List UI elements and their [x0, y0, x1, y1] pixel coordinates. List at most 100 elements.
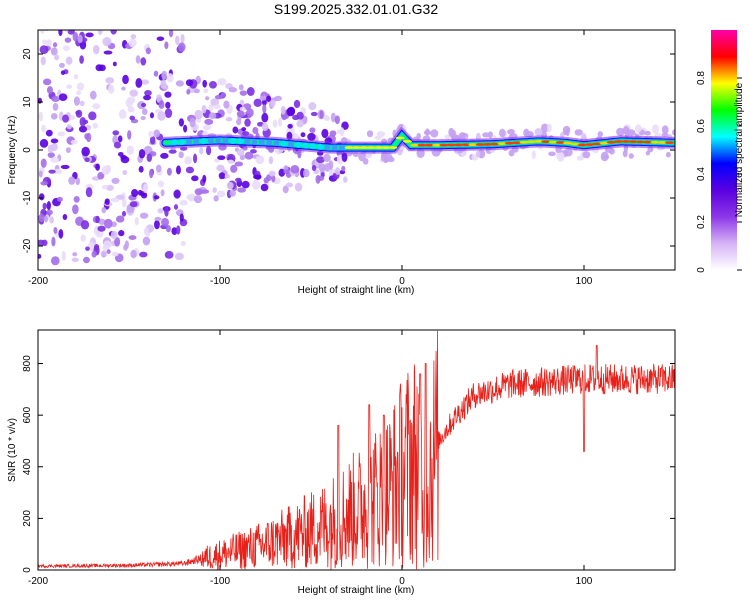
spectrogram-ridge-core [599, 141, 609, 145]
spectrogram-noise-blob [444, 134, 451, 140]
spectrogram-noise-blob [193, 195, 203, 204]
spectrogram-noise-blob [645, 150, 651, 156]
spectrogram-noise-blob [140, 192, 148, 199]
spectrogram-noise-blob [95, 64, 103, 72]
spectrogram-noise-blob [255, 155, 265, 165]
spectrogram-noise-blob [180, 240, 186, 247]
spectrogram-ridge-core [331, 144, 338, 151]
spectrogram-noise-blob [323, 153, 331, 163]
spectrogram-ridge-core [490, 142, 500, 146]
spectrogram-ridge-core [251, 138, 258, 145]
spectrogram-ridge-core [200, 138, 207, 145]
spectrogram-noise-blob [164, 250, 174, 259]
snr-y-tick-label: 0 [22, 567, 33, 573]
spectrogram-noise-blob [155, 164, 162, 173]
spectrogram-noise-blob [73, 74, 79, 80]
spectrogram-noise-blob [616, 127, 625, 137]
spectrogram-noise-blob [271, 174, 276, 183]
spectrogram-noise-blob [268, 156, 274, 165]
spectrogram-noise-blob [224, 173, 231, 179]
spectrogram-noise-blob [48, 169, 56, 174]
spectrogram-ridge-core [402, 139, 412, 143]
spectrogram-noise-blob [51, 95, 60, 103]
spectrogram-noise-blob [560, 132, 565, 138]
spectrogram-y-tick-label: -20 [22, 238, 33, 253]
spectrogram-x-tick-label: 100 [576, 276, 593, 287]
spectrogram-noise-blob [286, 107, 295, 117]
spectrogram-noise-blob [366, 130, 374, 138]
spectrogram-ridge-core [483, 142, 493, 146]
spectrogram-noise-blob [153, 70, 159, 77]
spectrogram-x-tick-label: -100 [210, 276, 230, 287]
spectrogram-noise-blob [52, 42, 58, 48]
spectrogram-noise-blob [278, 168, 286, 177]
spectrogram-noise-blob [69, 114, 75, 120]
spectrogram-noise-blob [157, 180, 165, 188]
spectrogram-noise-blob [85, 246, 90, 251]
spectrogram-ridge-core [317, 143, 324, 150]
spectrogram-noise-blob [335, 167, 340, 176]
spectrogram-noise-blob [185, 166, 195, 174]
spectrogram-noise-blob [118, 230, 125, 237]
spectrogram-noise-blob [49, 216, 54, 224]
spectrogram-noise-blob [154, 219, 160, 230]
spectrogram-ridge-core [410, 143, 420, 147]
snr-ticks: -200 -100 0 100 0 200 400 600 800 [22, 330, 675, 587]
spectrogram-noise-blob [95, 163, 101, 171]
spectrogram-noise-blob [40, 181, 48, 186]
spectrogram-noise-blob [644, 130, 651, 136]
spectrogram-noise-blob [108, 84, 115, 94]
spectrogram-noise-blob [54, 54, 60, 61]
spectrogram-noise-blob [85, 32, 94, 38]
spectrogram-noise-blob [142, 236, 151, 246]
spectrogram-noise-blob [111, 251, 119, 257]
spectrogram-ridge-core [643, 140, 653, 144]
spectrogram-noise-blob [51, 236, 56, 247]
spectrogram-noise-blob [562, 125, 571, 134]
spectrogram-ridge-core [171, 139, 178, 146]
spectrogram-noise-blob [574, 129, 583, 136]
spectrogram-noise-blob [179, 213, 184, 222]
spectrogram-noise-blob [50, 157, 59, 163]
spectrogram-noise-blob [130, 249, 137, 259]
spectrogram-noise-blob [76, 82, 85, 91]
spectrogram-ridge-core [563, 141, 573, 145]
spectrogram-noise-blob [547, 123, 552, 133]
spectrogram-noise-blob [600, 151, 609, 162]
spectrogram-noise-blob [317, 175, 325, 181]
spectrogram-y-tick-label: -10 [22, 190, 33, 205]
spectrogram-ridge-core [273, 139, 280, 146]
spectrogram-noise-blob [234, 161, 244, 167]
spectrogram-noise-blob [47, 152, 55, 158]
spectrogram-noise-blob [203, 88, 209, 94]
spectrogram-noise-blob [135, 77, 143, 88]
spectrogram-noise-blob [42, 78, 52, 86]
spectrogram-noise-blob [208, 112, 217, 119]
spectrogram-noise-blob [42, 202, 47, 210]
spectrogram-noise-blob [201, 105, 207, 114]
spectrogram-noise-blob [376, 131, 386, 138]
spectrogram-noise-blob [270, 99, 276, 107]
spectrogram-noise-blob [156, 36, 165, 41]
spectrogram-x-tick-label: -200 [28, 276, 48, 287]
spectrogram-noise-blob [89, 90, 97, 100]
spectrogram-noise-blob [98, 218, 106, 225]
spectrogram-noise-blob [242, 131, 250, 136]
spectrogram-noise-blob [266, 95, 272, 102]
spectrogram-noise-blob [75, 177, 81, 186]
spectrogram-noise-blob [154, 216, 162, 222]
spectrogram-ridge-core [519, 140, 529, 144]
spectrogram-ridge-core [548, 140, 558, 144]
spectrogram-noise-blob [82, 119, 89, 125]
spectrogram-noise-blob [50, 47, 58, 56]
spectrogram-noise-blob [75, 109, 83, 118]
spectrogram-noise-blob [111, 197, 120, 203]
spectrogram-noise-blob [58, 93, 68, 102]
spectrogram-ridge-core [215, 137, 222, 144]
spectrogram-noise-blob [110, 30, 117, 35]
snr-x-tick-label: 100 [576, 576, 593, 587]
spectrogram-noise-blob [261, 112, 269, 123]
spectrogram-noise-blob [81, 146, 90, 157]
spectrogram-noise-blob [122, 170, 128, 176]
spectrogram-noise-blob [597, 131, 604, 138]
